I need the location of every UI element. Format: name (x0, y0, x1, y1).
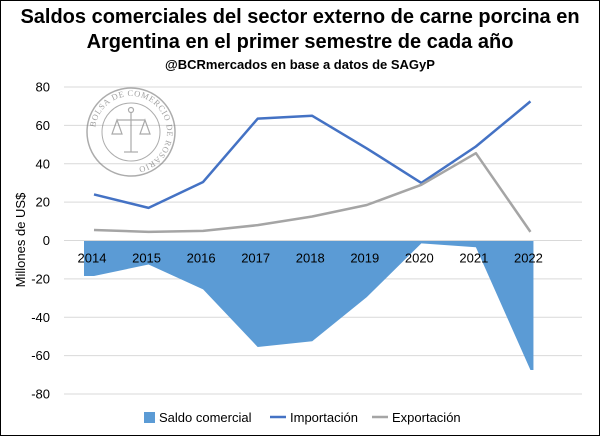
y-tick-label: -40 (31, 310, 50, 325)
y-tick-label: -20 (31, 271, 50, 286)
series-line-importaci-n (93, 100, 532, 210)
y-tick-label: 40 (36, 156, 50, 171)
logo-scales-icon (111, 106, 151, 153)
legend-swatch-saldo-comercial (144, 412, 155, 423)
x-tick-label: 2017 (241, 251, 270, 266)
line-layer (93, 100, 532, 234)
chart-title-line-2: Argentina en el primer semestre de cada … (86, 31, 514, 53)
y-axis-label: Millones de US$ (13, 192, 28, 287)
axis-layer: 80 60 40 20 0 -20 -40 -60 -80 2014 2015 2016 2017 201… (31, 80, 582, 402)
y-tick-label: 60 (36, 118, 50, 133)
x-tick-label: 2014 (78, 251, 107, 266)
logo-inner-ring (101, 102, 161, 162)
y-tick-label: -80 (31, 387, 50, 402)
area-layer (84, 240, 534, 371)
y-tick-label: 80 (36, 80, 50, 95)
x-tick-label: 2019 (350, 251, 379, 266)
chart-subtitle: @BCRmercados en base a datos de SAGyP (165, 57, 435, 72)
legend-label: Saldo comercial (159, 410, 252, 425)
y-tick-label: 0 (43, 233, 50, 248)
y-tick-label: 20 (36, 195, 50, 210)
bcr-logo: BOLSA DE COMERCIO DE ROSARIO (86, 87, 176, 177)
legend-label: Exportación (392, 410, 461, 425)
x-tick-label: 2016 (187, 251, 216, 266)
chart-title-line-1: Saldos comerciales del sector externo de… (20, 6, 580, 28)
series-area-saldo-comercial (84, 240, 534, 371)
x-tick-label: 2018 (296, 251, 325, 266)
x-tick-label: 2020 (405, 251, 434, 266)
y-tick-label: -60 (31, 348, 50, 363)
legend-label: Importación (290, 410, 358, 425)
logo-outer-ring (86, 87, 176, 177)
series-line-exportaci-n (93, 151, 532, 234)
legend: Saldo comercial Importación Exportación (144, 410, 461, 425)
x-tick-label: 2022 (514, 251, 543, 266)
x-tick-label: 2015 (132, 251, 161, 266)
x-tick-label: 2021 (459, 251, 488, 266)
